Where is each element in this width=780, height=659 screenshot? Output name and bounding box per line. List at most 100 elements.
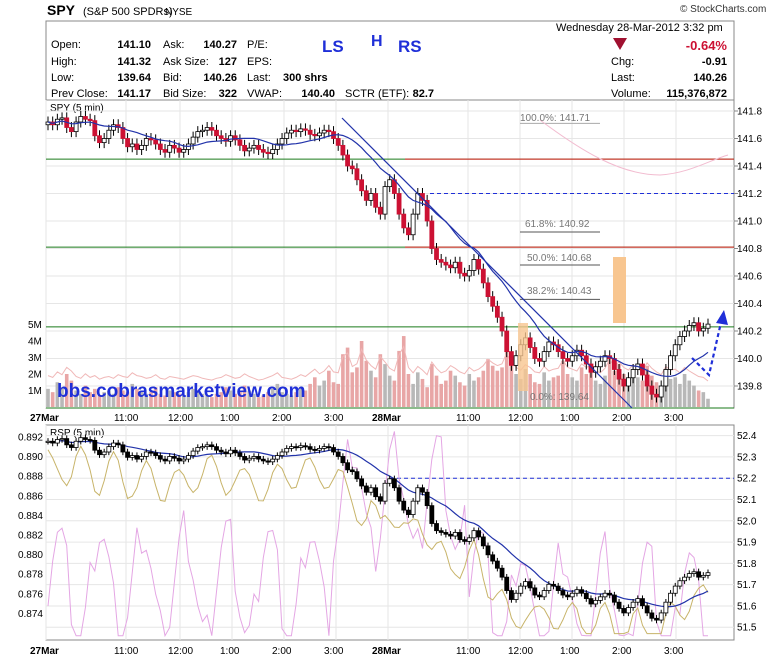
rsp-candle-body — [518, 585, 524, 594]
candle-body — [546, 341, 552, 353]
rsp-candle-body — [120, 444, 126, 453]
chart-header: SPY (S&P 500 SPDRs) NYSE © StockCharts.c… — [45, 2, 766, 101]
symbol-name: (S&P 500 SPDRs) — [83, 6, 173, 18]
rsp-candle-body — [406, 509, 411, 515]
price-tick-label: 141.0 — [737, 217, 762, 228]
rsp-candle-body — [214, 446, 219, 451]
volume-bar — [486, 359, 490, 407]
spy-grid — [45, 100, 734, 408]
volume-bar — [205, 395, 209, 407]
candle-body — [69, 127, 74, 133]
volume-highlight-bar-2 — [518, 323, 528, 391]
candle-body — [162, 149, 168, 153]
rsp-candle-body — [242, 456, 247, 461]
x-tick-label: 28Mar — [372, 646, 401, 657]
long-moving-average-line — [539, 119, 729, 176]
x-tick-label: 27Mar — [30, 413, 59, 424]
rsp-left-tick-label: 0.886 — [18, 491, 43, 502]
candle-body — [200, 129, 205, 133]
volume-bar — [266, 392, 270, 407]
volume-bar — [495, 370, 500, 407]
rsp-candle-body — [218, 449, 224, 453]
volume-bar — [144, 393, 149, 407]
rsp-candle-body — [546, 583, 552, 591]
volume-bar — [97, 395, 102, 407]
volume-bar — [476, 377, 481, 407]
rsp-candle-body — [167, 456, 173, 462]
candle-body — [602, 355, 608, 362]
prev-close-label: Prev Close: — [51, 88, 108, 100]
volume-bar — [341, 354, 345, 407]
candle-body — [153, 139, 159, 145]
volume-bar — [350, 372, 355, 407]
candle-body — [438, 259, 444, 263]
volume-bar — [78, 393, 83, 407]
rsp-candle-body — [424, 491, 430, 507]
candle-body — [509, 351, 514, 366]
candle-body — [78, 116, 84, 123]
rsp-axes: 52.4 52.3 52.2 52.1 52.0 51.9 51.8 51.7 51.6 51.5… — [18, 431, 757, 634]
candle-body — [363, 190, 369, 201]
rsp-candle-body — [293, 446, 299, 449]
rsp-candle-body — [705, 572, 711, 576]
volume-bar — [60, 387, 64, 407]
rsp-candle-body — [317, 448, 322, 451]
rsp-candle-body — [363, 485, 369, 493]
candle-body — [410, 213, 416, 236]
rsp-candle-body — [387, 478, 393, 484]
candle-body — [658, 385, 664, 398]
candle-body — [597, 360, 603, 368]
rsp-candle-body — [523, 581, 528, 587]
volume-bar — [392, 380, 397, 407]
rsp-candle-body — [97, 449, 102, 456]
candle-body — [209, 127, 215, 131]
candle-body — [218, 135, 224, 139]
candle-body — [490, 296, 496, 307]
volume-tick-label: 4M — [28, 337, 42, 348]
volume-bar — [603, 375, 607, 407]
candle-body — [377, 206, 383, 215]
candle-body — [129, 143, 135, 148]
rsp-candle-body — [176, 457, 182, 462]
projection-arrowhead-icon — [716, 310, 728, 325]
rsp-left-tick-label: 0.884 — [18, 511, 43, 522]
x-tick-label: 2:00 — [612, 646, 632, 657]
volume-bar — [303, 390, 308, 407]
candle-body — [326, 129, 332, 133]
candle-body — [125, 138, 130, 148]
price-tick-label: 139.8 — [737, 382, 762, 393]
volume-tick-label: 5M — [28, 320, 42, 331]
candle-body — [87, 118, 93, 122]
candle-body — [214, 129, 219, 137]
x-tick-label: 11:00 — [456, 413, 481, 424]
rsp-candle-body — [73, 440, 79, 448]
rsp-candle-body — [485, 545, 491, 556]
rsp-candle-body — [382, 482, 388, 502]
rsp-candle-body — [223, 451, 229, 455]
candle-body — [644, 374, 650, 387]
volume-bar — [195, 390, 200, 407]
rsp-right-tick-label: 51.9 — [737, 538, 757, 549]
candle-body — [616, 369, 622, 380]
volume-bar — [696, 390, 701, 407]
volume-bar — [191, 388, 195, 407]
volume-bar — [420, 378, 425, 407]
volume-bar — [415, 372, 420, 407]
rsp-left-tick-label: 0.878 — [18, 570, 43, 581]
volume-bar — [551, 377, 556, 407]
rsp-candle-body — [434, 523, 439, 532]
rsp-candle-body — [298, 445, 304, 448]
volume-bar — [462, 385, 467, 407]
candle-body — [368, 193, 374, 201]
candle-body — [143, 138, 149, 146]
rsp-candle-body — [452, 532, 458, 537]
candle-body — [303, 128, 308, 131]
volume-bar — [668, 378, 673, 407]
x-tick-label: 12:00 — [508, 646, 533, 657]
volume-bar — [598, 383, 603, 407]
x-axis-lower: 27Mar 11:00 12:00 1:00 2:00 3:00 28Mar 11:00 12:… — [30, 646, 684, 657]
rsp-right-tick-label: 51.7 — [737, 580, 757, 591]
rsp-right-tick-label: 52.3 — [737, 452, 757, 463]
candle-body — [406, 227, 411, 236]
volume-bar — [472, 380, 476, 407]
